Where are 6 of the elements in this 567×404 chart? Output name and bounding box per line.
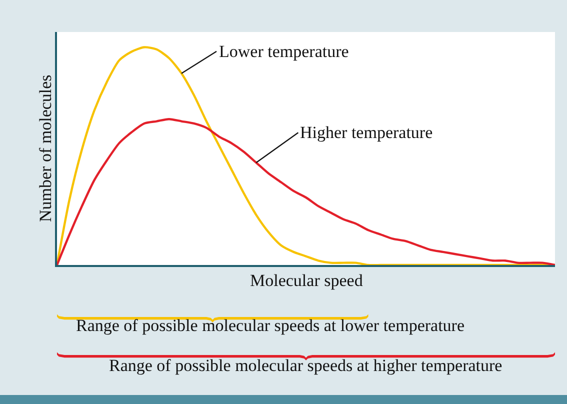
- text: Range of possible molecular speeds at lower temperature: [76, 316, 465, 335]
- x-axis-title: Molecular speed: [250, 271, 364, 290]
- text: Lower temperature: [219, 42, 349, 61]
- text: Range of possible molecular speeds at higher temperature: [109, 356, 502, 375]
- y-axis-title: Number of molecules: [36, 74, 55, 222]
- text: Higher temperature: [300, 123, 433, 142]
